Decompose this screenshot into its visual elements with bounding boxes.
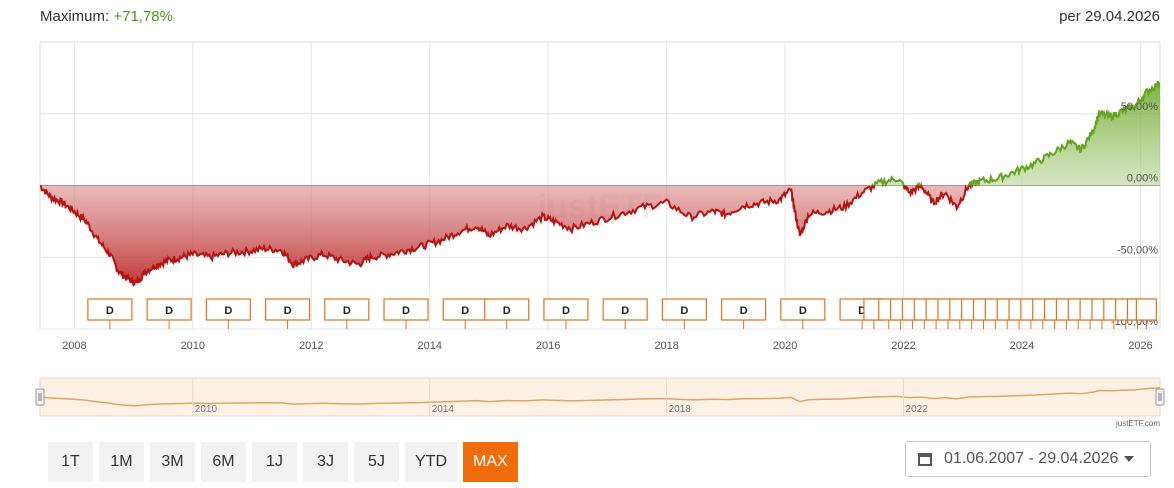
dividend-marker[interactable] — [1135, 298, 1157, 329]
dividend-marker[interactable]: D — [383, 298, 429, 329]
range-button-max[interactable]: MAX — [463, 442, 518, 482]
x-tick-label: 2026 — [1128, 340, 1152, 352]
range-button-1t[interactable]: 1T — [48, 442, 93, 482]
navigator-tick-label: 2018 — [669, 404, 692, 415]
dividend-marker[interactable]: D — [661, 298, 707, 329]
dividend-marker-label: D — [562, 305, 570, 317]
range-button-1m[interactable]: 1M — [99, 442, 144, 482]
x-tick-label: 2022 — [891, 340, 915, 352]
navigator-handle-right[interactable] — [1155, 388, 1165, 406]
dividend-marker[interactable]: D — [780, 298, 826, 329]
dividend-marker-box — [1135, 298, 1157, 321]
range-button-ytd[interactable]: YTD — [405, 442, 457, 482]
dividend-marker[interactable]: D — [442, 298, 488, 329]
dividend-marker-box — [602, 298, 648, 321]
x-tick-label: 2020 — [773, 340, 797, 352]
range-button-6m[interactable]: 6M — [201, 442, 246, 482]
dividend-marker[interactable]: D — [324, 298, 370, 329]
dividend-marker-label: D — [740, 305, 748, 317]
max-value: +71,78% — [113, 8, 173, 25]
navigator-tick-label: 2022 — [906, 404, 929, 415]
max-label: Maximum: — [40, 8, 110, 25]
performance-chart[interactable]: 2008 2010 2012 2014 2016 2018 2020 2022 2024 2026… — [0, 0, 1174, 360]
range-buttons: 1T 1M 3M 6M 1J 3J 5J YTD MAX — [48, 442, 518, 482]
range-button-5j[interactable]: 5J — [354, 442, 399, 482]
dividend-marker[interactable]: D — [146, 298, 192, 329]
range-button-3j[interactable]: 3J — [303, 442, 348, 482]
dividend-marker-label: D — [858, 305, 866, 317]
dividend-marker-label: D — [224, 305, 232, 317]
range-button-1j[interactable]: 1J — [252, 442, 297, 482]
dividend-marker-box — [383, 298, 429, 321]
x-tick-label: 2014 — [417, 340, 441, 352]
dividend-marker-label: D — [461, 305, 469, 317]
as-of-date: per 29.04.2026 — [1059, 8, 1160, 25]
negative-area — [40, 185, 1160, 286]
dividend-marker-label: D — [343, 305, 351, 317]
dividend-marker-label: D — [503, 305, 511, 317]
series-line-positive — [40, 80, 1160, 186]
dividend-marker-box — [264, 298, 311, 321]
x-tick-label: 2016 — [536, 340, 560, 352]
x-tick-label: 2012 — [299, 340, 323, 352]
dividend-marker[interactable]: D — [264, 298, 311, 329]
date-range-label: 01.06.2007 - 29.04.2026 — [944, 450, 1119, 467]
dividend-marker-label: D — [799, 305, 807, 317]
y-tick-label: 50,00% — [1121, 101, 1159, 113]
dividend-marker-box — [324, 298, 370, 321]
dividend-marker-box — [543, 298, 589, 321]
y-tick-label: -50,00% — [1117, 244, 1158, 256]
navigator-series-line — [39, 386, 1161, 407]
dividend-marker-box — [780, 298, 826, 321]
dividend-marker-label: D — [165, 305, 173, 317]
positive-area — [40, 81, 1160, 186]
navigator-handle-left[interactable] — [35, 388, 45, 406]
dividend-marker-box — [661, 298, 707, 321]
range-button-3m[interactable]: 3M — [150, 442, 195, 482]
dividend-marker-label: D — [106, 305, 114, 317]
calendar-icon — [918, 452, 932, 466]
dividend-marker-label: D — [402, 305, 410, 317]
dividend-marker-box — [484, 298, 530, 321]
dividend-marker-label: D — [284, 305, 292, 317]
chart-credit[interactable]: justETF.com — [1115, 419, 1160, 428]
dividend-marker[interactable]: D — [721, 298, 767, 329]
dividend-marker[interactable]: D — [205, 298, 251, 329]
dividend-marker-label: D — [621, 305, 629, 317]
dividend-marker-label: D — [680, 305, 688, 317]
x-tick-label: 2024 — [1010, 340, 1034, 352]
x-tick-label: 2010 — [181, 340, 205, 352]
caret-down-icon — [1124, 456, 1135, 462]
navigator-tick-label: 2014 — [432, 404, 455, 415]
max-performance: Maximum: +71,78% — [40, 8, 173, 25]
y-tick-label: 0,00% — [1127, 173, 1158, 185]
dividend-marker[interactable]: D — [87, 298, 133, 329]
x-tick-label: 2018 — [654, 340, 678, 352]
dividend-marker-box — [721, 298, 767, 321]
dividend-marker[interactable]: D — [543, 298, 589, 329]
dividend-marker-box — [205, 298, 251, 321]
navigator-chart[interactable]: 2010 2014 2018 2022 — [0, 0, 1174, 430]
dividend-marker[interactable]: D — [484, 298, 530, 329]
dividend-marker-box — [87, 298, 133, 321]
date-range-picker[interactable]: 01.06.2007 - 29.04.2026 — [905, 441, 1151, 477]
x-tick-label: 2008 — [62, 340, 86, 352]
dividend-marker-box — [146, 298, 192, 321]
series-line-negative — [40, 185, 977, 287]
navigator-tick-label: 2010 — [195, 404, 218, 415]
dividend-marker[interactable]: D — [602, 298, 648, 329]
